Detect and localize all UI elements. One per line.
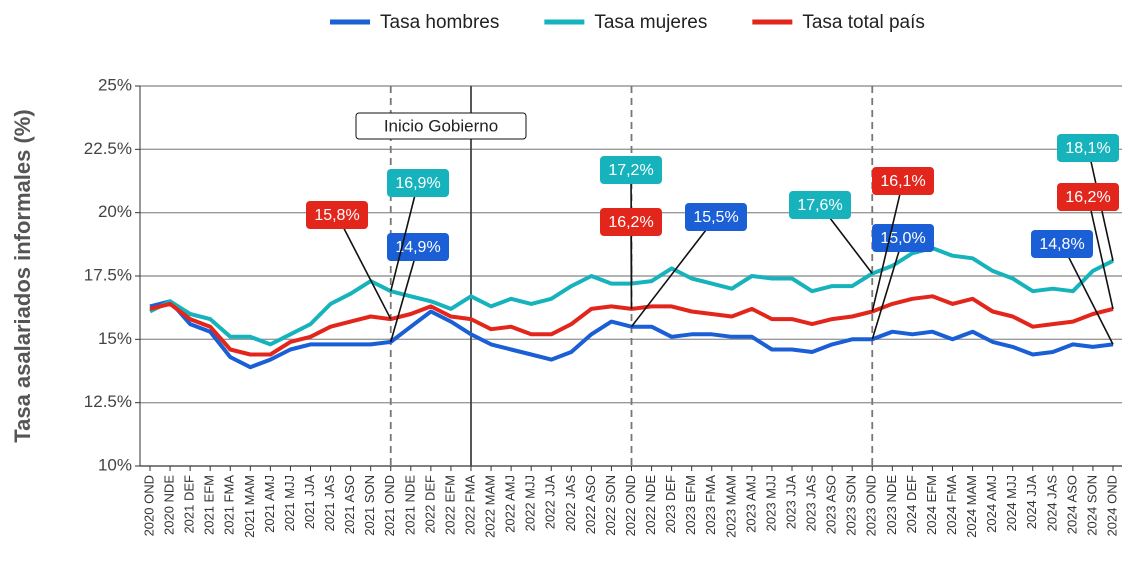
- x-tick-label: 2024 ASO: [1064, 475, 1079, 534]
- label-box: [387, 169, 449, 197]
- data-label: 16,9%: [395, 175, 440, 192]
- data-label: 17,2%: [608, 162, 653, 179]
- label-connector: [630, 221, 633, 309]
- y-tick-label: 15%: [98, 329, 132, 348]
- annotation: Inicio Gobierno: [384, 116, 498, 135]
- x-tick-label: 2022 FMA: [462, 475, 477, 535]
- x-tick-label: 2022 NDE: [643, 475, 658, 535]
- y-tick-label: 10%: [98, 455, 132, 474]
- x-tick-label: 2023 OND: [864, 475, 879, 536]
- x-tick-label: 2021 JAS: [322, 475, 337, 532]
- label-connector: [871, 180, 904, 312]
- data-label: 16,1%: [880, 173, 925, 190]
- y-tick-label: 17.5%: [84, 265, 132, 284]
- y-tick-label: 20%: [98, 202, 132, 221]
- label-connector: [871, 237, 904, 340]
- x-tick-label: 2020 OND: [141, 475, 156, 536]
- x-tick-label: 2021 OND: [382, 475, 397, 536]
- label-box: [789, 191, 851, 219]
- x-tick-label: 2023 JAS: [804, 475, 819, 532]
- y-tick-label: 12.5%: [84, 392, 132, 411]
- data-label: 14,8%: [1039, 236, 1084, 253]
- x-tick-label: 2022 MJJ: [523, 475, 538, 531]
- data-label: 17,6%: [797, 197, 842, 214]
- x-tick-label: 2021 NDE: [402, 475, 417, 535]
- label-connector: [1061, 243, 1114, 345]
- data-label: 15,0%: [880, 230, 925, 247]
- x-tick-label: 2024 MAM: [964, 475, 979, 538]
- x-tick-label: 2022 JAS: [563, 475, 578, 532]
- label-box: [872, 167, 934, 195]
- label-box: [306, 201, 368, 229]
- legend-label: Tasa hombres: [380, 12, 499, 33]
- x-tick-label: 2024 AMJ: [984, 475, 999, 533]
- x-tick-label: 2022 OND: [623, 475, 638, 536]
- x-tick-label: 2021 MAM: [242, 475, 257, 538]
- x-tick-label: 2021 DEF: [182, 475, 197, 534]
- x-tick-label: 2024 SON: [1084, 475, 1099, 536]
- x-tick-label: 2023 MAM: [723, 475, 738, 538]
- data-label: 14,9%: [395, 239, 440, 256]
- y-axis-title: Tasa asalariados informales (%): [10, 109, 35, 442]
- x-tick-label: 2021 MJJ: [282, 475, 297, 531]
- x-tick-label: 2021 ASO: [342, 475, 357, 534]
- x-tick-label: 2024 OND: [1104, 475, 1119, 536]
- x-tick-label: 2022 DEF: [422, 475, 437, 534]
- x-tick-label: 2024 JAS: [1044, 475, 1059, 532]
- label-box: [600, 208, 662, 236]
- label-box: [1031, 230, 1093, 258]
- annotation-box: [355, 112, 527, 140]
- x-tick-label: 2023 MJJ: [763, 475, 778, 531]
- x-tick-label: 2021 FMA: [222, 475, 237, 535]
- x-tick-label: 2023 ASO: [824, 475, 839, 534]
- x-tick-label: 2023 NDE: [884, 475, 899, 535]
- x-tick-label: 2023 EFM: [683, 475, 698, 535]
- label-box: [1057, 183, 1119, 211]
- x-tick-label: 2024 EFM: [924, 475, 939, 535]
- series-line: [149, 299, 1114, 370]
- label-connector: [630, 216, 717, 328]
- label-box: [685, 203, 747, 231]
- x-tick-label: 2023 JJA: [783, 475, 798, 530]
- x-tick-label: 2022 MAM: [483, 475, 498, 538]
- x-tick-label: 2023 DEF: [663, 475, 678, 534]
- x-tick-label: 2023 FMA: [703, 475, 718, 535]
- x-tick-label: 2023 AMJ: [743, 475, 758, 533]
- x-tick-label: 2021 SON: [362, 475, 377, 536]
- label-connector: [389, 182, 419, 292]
- data-label: 15,5%: [693, 209, 738, 226]
- data-label: 15,8%: [314, 207, 359, 224]
- x-tick-label: 2022 AMJ: [503, 475, 518, 533]
- x-tick-label: 2024 JJA: [1024, 475, 1039, 530]
- x-tick-label: 2021 EFM: [202, 475, 217, 535]
- legend-label: Tasa total país: [802, 12, 925, 33]
- x-tick-label: 2022 JJA: [543, 475, 558, 530]
- x-tick-label: 2021 AMJ: [262, 475, 277, 533]
- label-connector: [389, 246, 419, 343]
- data-label: 16,2%: [1065, 189, 1110, 206]
- label-box: [1057, 134, 1119, 162]
- x-tick-label: 2022 ASO: [583, 475, 598, 534]
- y-tick-label: 25%: [98, 75, 132, 94]
- x-tick-label: 2024 FMA: [944, 475, 959, 535]
- data-label: 18,1%: [1065, 140, 1110, 157]
- y-tick-label: 22.5%: [84, 139, 132, 158]
- x-tick-label: 2020 NDE: [162, 475, 177, 535]
- data-label: 16,2%: [608, 214, 653, 231]
- x-tick-label: 2021 JJA: [302, 475, 317, 530]
- legend-label: Tasa mujeres: [594, 12, 707, 33]
- x-tick-label: 2023 SON: [844, 475, 859, 536]
- x-tick-label: 2022 EFM: [442, 475, 457, 535]
- x-tick-label: 2024 MJJ: [1004, 475, 1019, 531]
- label-box: [387, 233, 449, 261]
- label-connector: [1087, 196, 1114, 310]
- x-tick-label: 2024 DEF: [904, 475, 919, 534]
- x-tick-label: 2022 SON: [603, 475, 618, 536]
- label-box: [600, 156, 662, 184]
- label-connector: [336, 214, 392, 320]
